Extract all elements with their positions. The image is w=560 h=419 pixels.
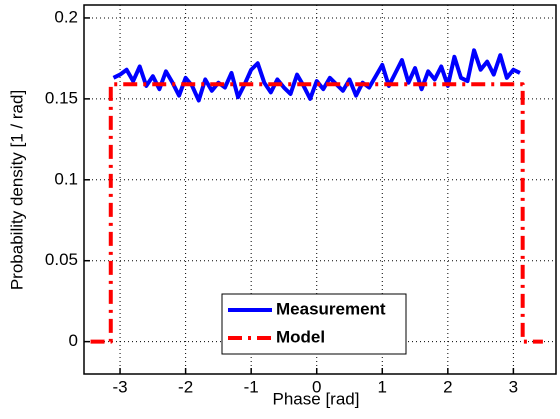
x-tick-label: 2 <box>443 377 452 396</box>
x-tick-label: -3 <box>112 377 127 396</box>
data-line <box>90 82 543 344</box>
y-tick-label: 0 <box>69 331 78 350</box>
x-tick-label: 3 <box>509 377 518 396</box>
data-line <box>112 48 521 103</box>
y-tick-label: 0.1 <box>54 169 78 188</box>
x-tick-label: 0 <box>312 377 321 396</box>
legend-box <box>221 293 407 355</box>
x-tick-label: 1 <box>378 377 387 396</box>
y-tick-label: 0.05 <box>45 250 78 269</box>
x-axis-label: Phase [rad] <box>273 389 360 408</box>
legend-label: Model <box>276 327 325 346</box>
y-tick-label: 0.2 <box>54 7 78 26</box>
legend-label: Measurement <box>276 299 386 318</box>
y-tick-label: 0.15 <box>45 88 78 107</box>
x-tick-label: -1 <box>244 377 259 396</box>
plot-frame <box>83 4 557 375</box>
y-axis-label: Probability density [1 / rad] <box>7 90 26 290</box>
x-tick-label: -2 <box>178 377 193 396</box>
